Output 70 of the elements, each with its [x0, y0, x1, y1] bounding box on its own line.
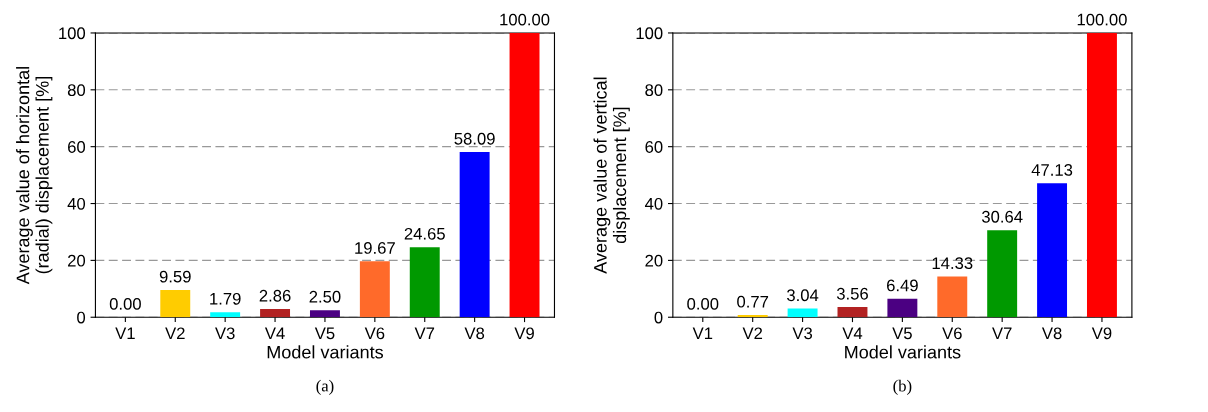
x-axis-title: Model variants	[845, 345, 961, 359]
bar	[987, 230, 1018, 318]
y-tick-label: 20	[68, 254, 86, 267]
data-label: 2.50	[309, 290, 341, 303]
data-label: 0.00	[109, 297, 141, 310]
y-tick-label: 100	[636, 27, 663, 40]
x-tick-label: V9	[514, 327, 534, 340]
data-label: 100.00	[1077, 13, 1127, 26]
bar	[409, 247, 440, 318]
data-label: 6.49	[887, 279, 918, 292]
x-tick-label: V2	[742, 327, 763, 340]
data-label: 19.67	[355, 242, 395, 254]
data-label: 58.09	[454, 132, 495, 145]
x-tick-label: V5	[892, 327, 912, 340]
data-label: 24.65	[404, 227, 445, 240]
y-axis-title: Average value of horizontal (radial) displacement [%]	[16, 67, 53, 285]
bar	[837, 307, 868, 318]
bar	[309, 310, 340, 318]
bar	[1086, 32, 1117, 318]
x-tick-label: V3	[215, 327, 235, 340]
y-tick-label: 80	[67, 84, 86, 97]
bar	[787, 308, 818, 318]
x-tick-label: V9	[1091, 327, 1112, 340]
data-label: 47.13	[1031, 164, 1073, 176]
x-tick-label: V5	[314, 327, 335, 340]
y-tick-label: 40	[67, 197, 86, 210]
bar	[260, 309, 291, 318]
x-tick-label: V6	[364, 327, 385, 340]
bar	[509, 32, 540, 318]
x-tick-label: V7	[992, 327, 1012, 340]
data-label: 3.04	[787, 289, 819, 302]
bar	[737, 315, 768, 318]
x-tick-label: V8	[464, 327, 485, 340]
data-label: 0.00	[687, 297, 719, 310]
y-tick-label: 100	[59, 27, 86, 40]
data-label: 1.79	[210, 292, 241, 305]
data-label: 3.56	[836, 287, 868, 300]
x-tick-label: V1	[692, 327, 713, 340]
data-label: 100.00	[500, 13, 550, 26]
bar	[359, 261, 390, 318]
y-tick-label: 20	[645, 254, 663, 267]
x-tick-label: V8	[1041, 327, 1062, 340]
x-tick-label: V4	[842, 327, 863, 340]
y-tick-label: 60	[68, 141, 86, 153]
y-tick-label: 0	[77, 311, 86, 324]
y-tick-label: 60	[645, 141, 663, 153]
x-tick-label: V1	[115, 327, 135, 340]
bar	[459, 152, 490, 318]
data-label: 2.86	[259, 289, 291, 302]
text: (a)	[316, 379, 334, 395]
y-axis-title: Average value of vertical displacement [%]	[593, 77, 630, 274]
x-tick-label: V2	[165, 327, 185, 340]
data-label: 30.64	[981, 210, 1023, 223]
x-tick-label: V4	[264, 327, 285, 340]
y-tick-label: 80	[645, 84, 663, 97]
x-tick-label: V6	[942, 327, 962, 340]
x-tick-label: V3	[792, 327, 813, 340]
data-label: 14.33	[932, 257, 973, 270]
bar	[1037, 183, 1068, 318]
bar	[937, 276, 968, 318]
y-tick-label: 40	[644, 197, 663, 210]
x-tick-label: V7	[414, 327, 435, 340]
data-label: 9.59	[159, 270, 191, 283]
bar	[887, 298, 918, 318]
text: (b)	[893, 379, 912, 395]
x-axis-title: Model variants	[267, 345, 384, 359]
y-tick-label: 0	[654, 311, 663, 324]
data-label: 0.77	[737, 295, 769, 308]
bar	[160, 289, 191, 318]
bar	[210, 312, 241, 318]
